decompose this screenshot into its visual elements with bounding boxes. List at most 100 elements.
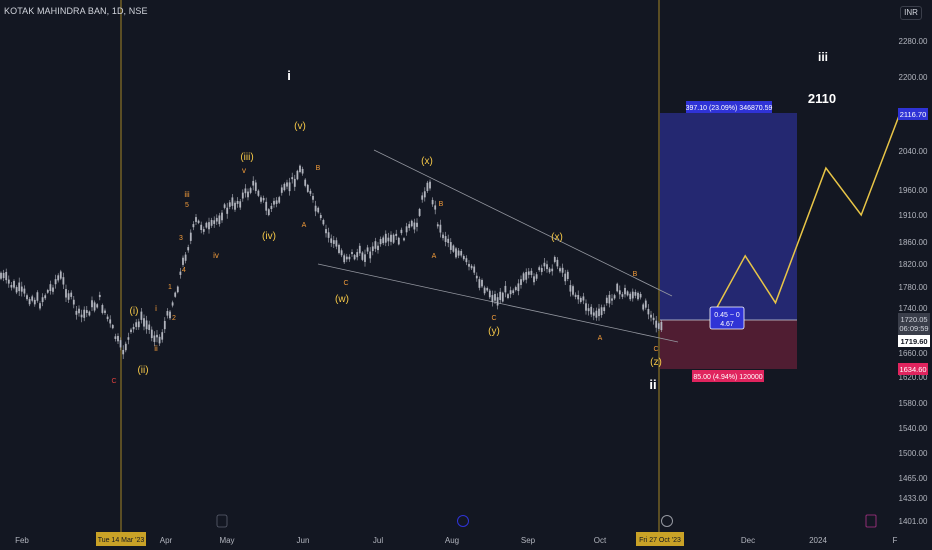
candle-body: [340, 250, 343, 256]
price-tick: 1820.00: [899, 260, 928, 269]
wave-label: 2110: [808, 91, 836, 106]
profit-zone[interactable]: [660, 113, 797, 320]
ratio-line1: 0.45 ~ 0: [714, 312, 740, 319]
candle-body: [153, 335, 156, 342]
candle-body: [57, 275, 60, 281]
upper-trendline: [373, 149, 673, 297]
candle-body: [275, 200, 278, 204]
candle-body: [187, 247, 190, 251]
price-tick: 1660.00: [899, 349, 928, 358]
candle-body: [527, 271, 530, 275]
entry-badge: [898, 335, 930, 347]
candle-body: [213, 220, 216, 224]
time-tick: Sep: [521, 536, 536, 545]
candle-body: [145, 320, 148, 330]
candle-body: [296, 170, 299, 180]
profit-label: 397.10 (23.09%) 346870.59: [686, 105, 773, 112]
candle-body: [23, 288, 26, 294]
candle-body: [171, 302, 174, 306]
wave-label: A: [432, 253, 437, 260]
candle-body: [390, 234, 392, 242]
entry-price: 1719.60: [900, 337, 927, 346]
candle-body: [449, 242, 452, 250]
candle-body: [444, 236, 447, 242]
candle-body: [590, 306, 593, 315]
candle-body: [660, 321, 663, 331]
candle-body: [317, 207, 320, 213]
currency-badge[interactable]: INR: [900, 6, 922, 20]
candle-body: [540, 268, 543, 272]
candle-body: [475, 275, 478, 279]
candle-body: [465, 258, 468, 263]
time-tick: Feb: [15, 536, 29, 545]
candle-body: [124, 343, 127, 351]
dividend-icon[interactable]: [457, 515, 469, 527]
candle-body: [80, 314, 83, 318]
wave-label: A: [302, 222, 307, 229]
candle-body: [304, 179, 307, 186]
split-icon[interactable]: [661, 515, 673, 527]
date-badge-left: [96, 532, 146, 546]
candle-body: [319, 215, 322, 219]
candle-body: [514, 287, 517, 291]
candle-body: [634, 292, 637, 296]
wave-label: ii: [649, 377, 656, 392]
candle-body: [158, 336, 161, 344]
wave-label: B: [316, 165, 321, 172]
loss-label-box: [692, 370, 764, 382]
time-tick: Oct: [594, 536, 607, 545]
candle-body: [205, 222, 208, 228]
candle-body: [569, 285, 572, 292]
event-icon[interactable]: [865, 514, 877, 528]
candle-body: [397, 237, 400, 245]
candle-body: [301, 168, 304, 174]
candlestick-series: [0, 164, 663, 360]
wave-label: C: [111, 378, 116, 385]
price-tick: 1740.00: [899, 304, 928, 313]
candle-body: [2, 272, 5, 279]
last-price: 1720.05: [900, 315, 927, 324]
candle-body: [382, 237, 385, 244]
candle-body: [481, 279, 483, 287]
candle-body: [44, 295, 47, 299]
candle-body: [548, 268, 551, 273]
profit-label-box: [686, 101, 772, 113]
candle-body: [262, 197, 265, 201]
candle-body: [33, 299, 36, 305]
stop-badge: [898, 363, 928, 375]
candle-body: [553, 256, 556, 262]
candle-body: [54, 279, 57, 285]
candle-body: [410, 220, 413, 227]
candle-body: [546, 264, 548, 270]
wave-label: (z): [650, 357, 662, 368]
candle-body: [551, 268, 554, 272]
candle-body: [325, 229, 327, 234]
candle-body: [418, 208, 421, 216]
candle-body: [254, 182, 257, 191]
candle-body: [5, 271, 8, 281]
stop-price: 1634.60: [899, 365, 926, 374]
candle-body: [312, 195, 314, 200]
ratio-box: [709, 306, 745, 330]
wave-label: iii: [184, 190, 190, 199]
candle-body: [345, 256, 348, 260]
price-tick: 1620.00: [899, 373, 928, 382]
candle-body: [416, 222, 418, 227]
candle-body: [483, 287, 486, 294]
candle-body: [611, 298, 613, 301]
candle-body: [559, 268, 561, 272]
earnings-icon[interactable]: [216, 514, 228, 528]
wave-labels: iiiiii2110(i)(ii)(iii)(iv)(v)(w)(x)(x)(y…: [111, 50, 836, 392]
candle-body: [257, 190, 260, 196]
candle-body: [7, 279, 10, 284]
candle-body: [67, 293, 70, 300]
candle-body: [639, 293, 642, 298]
candle-body: [83, 309, 86, 318]
candle-body: [249, 188, 252, 193]
candle-body: [364, 254, 366, 262]
time-axis[interactable]: FebAprMayJunJulAugSepOctNovDec2024F: [15, 536, 897, 545]
candle-body: [491, 295, 494, 303]
candle-body: [283, 183, 286, 191]
candle-body: [616, 283, 619, 292]
